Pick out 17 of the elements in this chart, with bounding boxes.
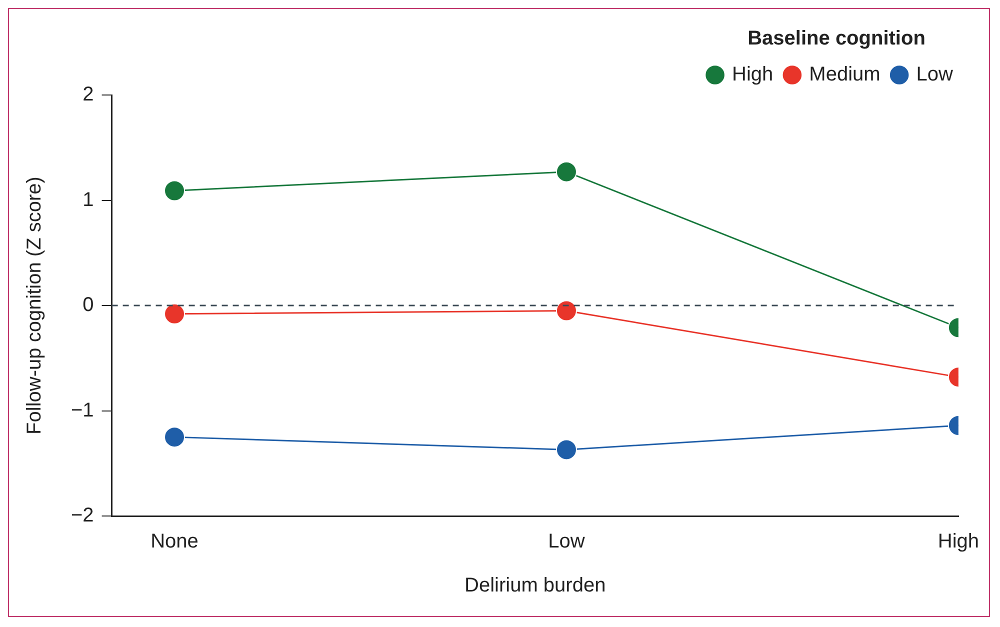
- y-tick-label: −2: [70, 504, 94, 527]
- legend-label: Low: [916, 64, 954, 86]
- x-tick-label: None: [150, 530, 198, 553]
- legend-title: Baseline cognition: [748, 28, 926, 50]
- x-tick-label: Low: [548, 530, 586, 553]
- point: [164, 426, 186, 448]
- y-tick-label: −1: [70, 399, 94, 422]
- legend-label: Medium: [809, 64, 880, 86]
- x-axis-title: Delirium burden: [464, 574, 606, 597]
- y-tick-label: 2: [82, 84, 94, 106]
- point: [164, 180, 186, 202]
- y-tick-label: 1: [82, 188, 94, 211]
- x-tick-label: High: [938, 530, 980, 553]
- legend-label: High: [732, 64, 774, 86]
- point: [164, 303, 186, 324]
- y-tick-label: 0: [82, 294, 94, 316]
- y-axis-title: Follow-up cognition (Z score): [24, 176, 46, 434]
